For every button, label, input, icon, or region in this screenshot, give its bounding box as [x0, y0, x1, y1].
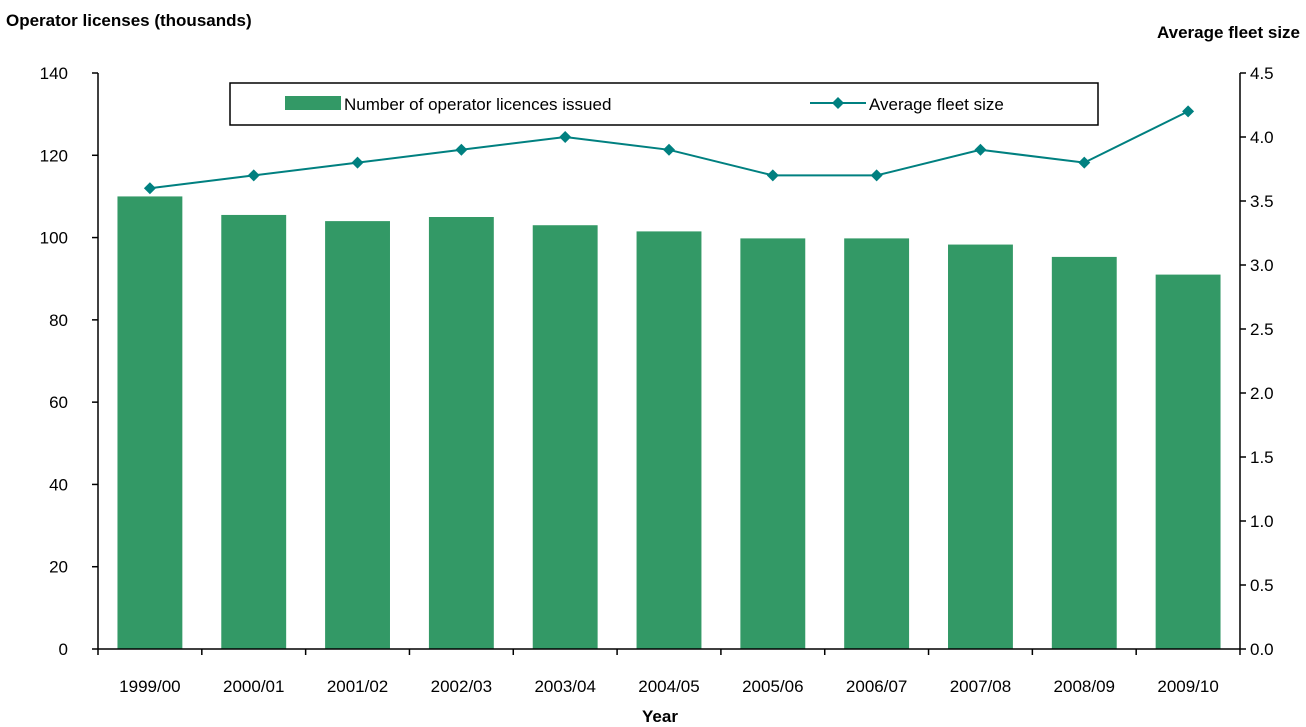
x-tick-label: 2002/03 — [431, 677, 492, 696]
bar-2006/07 — [844, 238, 910, 649]
x-tick-label: 2003/04 — [534, 677, 595, 696]
fleet-size-point-2003/04 — [559, 131, 572, 143]
bar-2007/08 — [948, 244, 1013, 649]
fleet-size-point-2004/05 — [663, 143, 675, 156]
bar-2009/10 — [1155, 274, 1221, 649]
right-tick-label: 3.5 — [1250, 192, 1274, 211]
fleet-size-point-2006/07 — [870, 169, 883, 182]
right-tick-label: 0.0 — [1250, 640, 1274, 659]
fleet-size-point-1999/00 — [143, 182, 156, 195]
right-tick-label: 1.5 — [1250, 448, 1274, 467]
bar-2008/09 — [1051, 256, 1117, 649]
x-axis-title: Year — [642, 707, 678, 726]
bar-2000/01 — [221, 214, 287, 649]
legend-bar-swatch — [285, 96, 341, 110]
x-tick-label: 1999/00 — [119, 677, 180, 696]
left-tick-label: 100 — [40, 229, 68, 248]
x-tick-label: 2009/10 — [1157, 677, 1218, 696]
bar-2005/06 — [740, 238, 806, 649]
x-tick-label: 2004/05 — [638, 677, 699, 696]
left-tick-label: 40 — [49, 475, 68, 494]
bar-1999/00 — [117, 196, 183, 649]
x-tick-label: 2006/07 — [846, 677, 907, 696]
bar-2004/05 — [636, 231, 702, 649]
left-tick-label: 60 — [49, 393, 68, 412]
legend-line-label: Average fleet size — [869, 95, 1004, 114]
bar-2002/03 — [428, 217, 494, 649]
left-tick-label: 120 — [40, 146, 68, 165]
left-tick-label: 140 — [40, 64, 68, 83]
fleet-size-point-2005/06 — [766, 169, 779, 182]
x-tick-label: 2005/06 — [742, 677, 803, 696]
fleet-size-point-2008/09 — [1078, 156, 1091, 169]
fleet-size-point-2002/03 — [455, 143, 468, 156]
right-tick-label: 4.0 — [1250, 128, 1274, 147]
x-tick-label: 2008/09 — [1054, 677, 1115, 696]
right-tick-label: 2.5 — [1250, 320, 1274, 339]
right-tick-label: 0.5 — [1250, 576, 1274, 595]
fleet-size-point-2009/10 — [1182, 105, 1195, 118]
x-tick-label: 2000/01 — [223, 677, 284, 696]
bars-group — [117, 196, 1221, 649]
left-axis-title: Operator licenses (thousands) — [6, 11, 252, 30]
legend-bar-label: Number of operator licences issued — [344, 95, 611, 114]
right-tick-label: 4.5 — [1250, 64, 1274, 83]
x-tick-label: 2007/08 — [950, 677, 1011, 696]
fleet-size-point-2007/08 — [974, 143, 987, 156]
legend-diamond-marker — [832, 97, 844, 109]
legend-box — [229, 82, 1099, 126]
bar-2001/02 — [325, 221, 390, 649]
left-tick-label: 0 — [59, 640, 68, 659]
x-tick-label: 2001/02 — [327, 677, 388, 696]
left-tick-label: 80 — [49, 311, 68, 330]
bar-2003/04 — [532, 225, 598, 649]
axes-group: 0 20 40 60 80 100 120 140 0.0 0.5 1.0 1.5 2.0 2.5 3.0 3… — [40, 64, 1274, 696]
right-tick-label: 2.0 — [1250, 384, 1274, 403]
legend: Number of operator licences issued Avera… — [229, 82, 1099, 126]
fleet-size-point-2001/02 — [351, 156, 364, 169]
right-tick-label: 1.0 — [1250, 512, 1274, 531]
right-axis-title: Average fleet size — [1157, 23, 1300, 42]
right-tick-label: 3.0 — [1250, 256, 1274, 275]
line-group — [143, 105, 1195, 195]
fleet-size-point-2000/01 — [247, 169, 260, 182]
left-tick-label: 20 — [49, 558, 68, 577]
